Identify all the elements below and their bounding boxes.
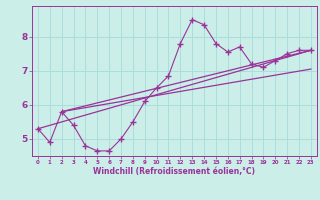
X-axis label: Windchill (Refroidissement éolien,°C): Windchill (Refroidissement éolien,°C) [93,167,255,176]
